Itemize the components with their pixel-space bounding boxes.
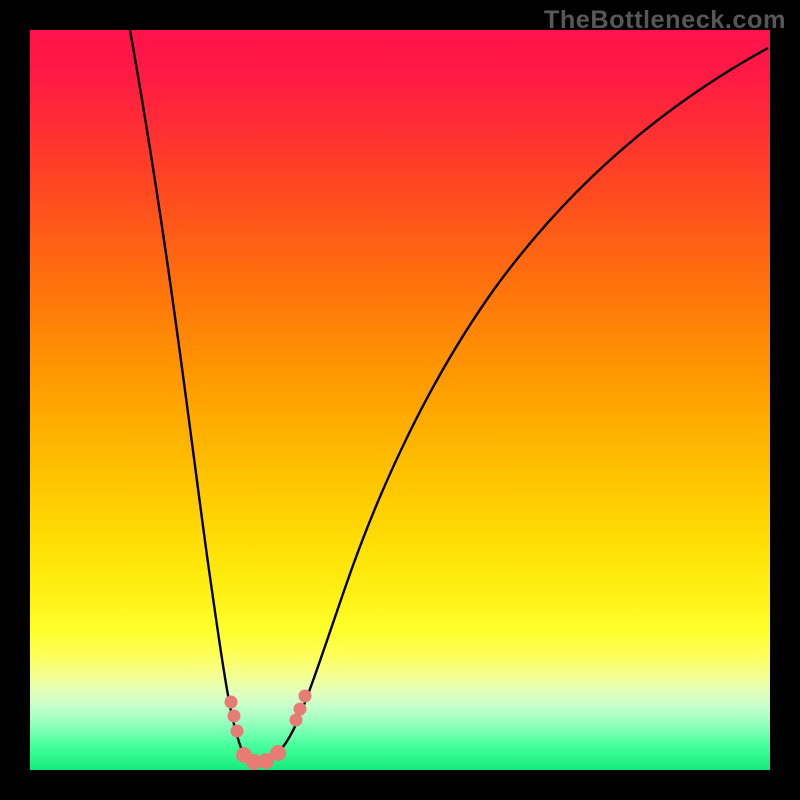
data-marker: [225, 696, 237, 708]
data-marker: [299, 690, 311, 702]
data-marker: [228, 710, 240, 722]
chart-container: TheBottleneck.com: [0, 0, 800, 800]
data-marker: [290, 714, 302, 726]
data-marker: [294, 703, 306, 715]
data-marker: [271, 746, 286, 761]
gradient-background: [30, 30, 770, 770]
bottleneck-chart: [0, 0, 800, 800]
watermark-text: TheBottleneck.com: [544, 6, 786, 35]
data-marker: [231, 725, 243, 737]
